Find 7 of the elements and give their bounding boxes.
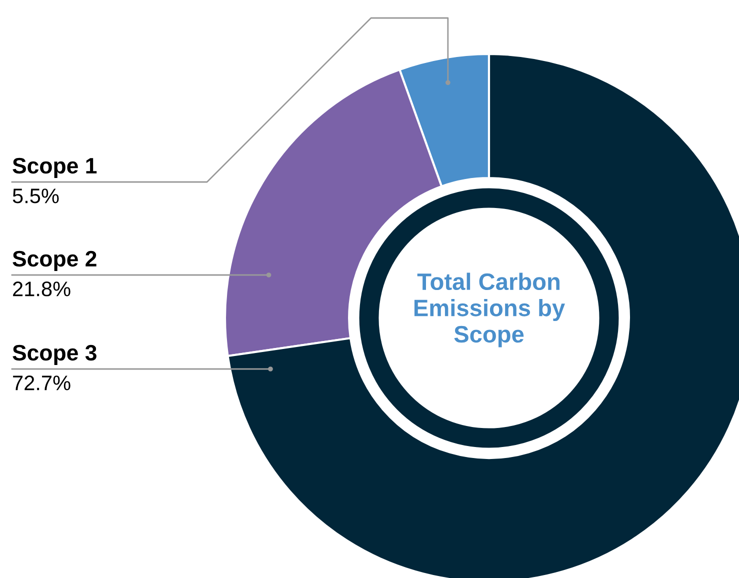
- slice-label: Scope 3: [12, 344, 96, 365]
- text: Total Carbon Emissions by Scope: [414, 272, 565, 348]
- data-label: 72.7%: [13, 376, 70, 390]
- slice-label: Scope 1: [12, 158, 97, 178]
- slice-label: Scope 2: [12, 250, 96, 271]
- data-label: 5.5%: [12, 188, 59, 204]
- data-label: 21.8%: [13, 282, 70, 296]
